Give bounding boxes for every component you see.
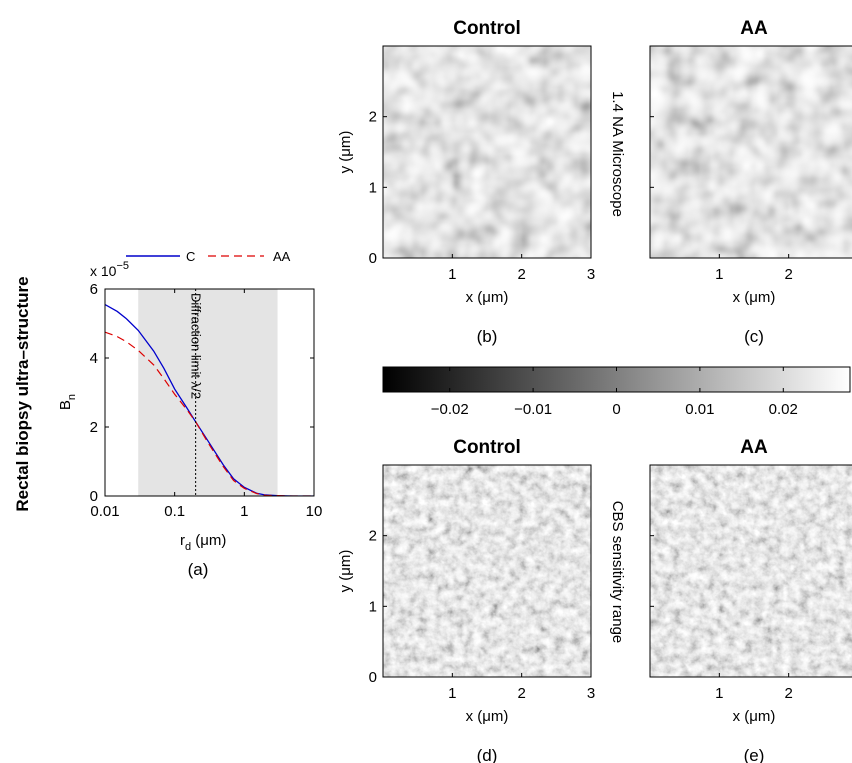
x-tick-label: 2 bbox=[517, 685, 525, 702]
x-tick-label: 1 bbox=[715, 685, 723, 702]
x-tick-label: 3 bbox=[587, 266, 595, 283]
shaded-region bbox=[138, 289, 278, 496]
image-panel-b: Control 1 2 3 0 1 2 x (μm) y (μm) (b) bbox=[337, 18, 595, 346]
y-tick-label: 2 bbox=[90, 419, 98, 436]
axes-box bbox=[104, 288, 315, 497]
image-b bbox=[383, 46, 591, 258]
y-tick-label: 1 bbox=[369, 598, 377, 615]
x-axis-label: rd (μm) bbox=[180, 532, 226, 553]
mid-label-top: 1.4 NA Microscope bbox=[609, 91, 626, 217]
x-tick-label: 3 bbox=[587, 685, 595, 702]
image-panel-c: AA123x (μm)(c) bbox=[649, 18, 852, 346]
caption-b: (b) bbox=[477, 327, 498, 346]
panel-a-caption: (a) bbox=[188, 560, 209, 579]
x-tick-label: 1 bbox=[715, 266, 723, 283]
x-label-sub: d bbox=[185, 541, 191, 553]
colorbar-tick-label: −0.02 bbox=[431, 401, 469, 418]
y-tick-label: 1 bbox=[369, 179, 377, 196]
x-axis-label-b: x (μm) bbox=[466, 289, 509, 306]
x-label-main: r bbox=[180, 532, 185, 549]
panel-a-chart: Diffraction limit λ/2 0.01 0.1 1 10 0 2 4 6 x 1… bbox=[57, 249, 322, 579]
panel-title-d: Control bbox=[453, 437, 521, 458]
legend: C AA bbox=[126, 249, 291, 264]
colorbar-gradient bbox=[382, 366, 851, 393]
x-axis-label-e: x (μm) bbox=[733, 708, 776, 725]
y-multiplier-power: −5 bbox=[116, 260, 129, 272]
y-multiplier-base: x 10 bbox=[90, 263, 117, 279]
panel-title-e: AA bbox=[740, 437, 768, 458]
series-line-aa bbox=[105, 331, 314, 496]
x-axis-label-c: x (μm) bbox=[733, 289, 776, 306]
image-frame-c bbox=[649, 45, 852, 259]
diffraction-limit-label: Diffraction limit λ/2 bbox=[189, 293, 204, 399]
image-c bbox=[650, 46, 852, 258]
x-tick-label: 1 bbox=[240, 503, 248, 520]
image-frame-b bbox=[382, 45, 592, 259]
panel-title-c: AA bbox=[740, 18, 768, 39]
colorbar-tick-label: 0.01 bbox=[685, 401, 714, 418]
x-label-unit: (μm) bbox=[191, 532, 226, 549]
colorbar-tick-label: 0 bbox=[612, 401, 620, 418]
x-tick-label: 2 bbox=[784, 685, 792, 702]
y-label-main: B bbox=[57, 400, 74, 410]
image-frame-d bbox=[382, 464, 592, 678]
y-tick-label: 0 bbox=[90, 488, 98, 505]
x-tick-label: 2 bbox=[517, 266, 525, 283]
caption-d: (d) bbox=[477, 746, 498, 763]
y-tick-label: 0 bbox=[369, 250, 377, 267]
y-multiplier: x 10−5 bbox=[90, 260, 129, 279]
image-e bbox=[650, 465, 852, 677]
row-label: Rectal biopsy ultra–structure bbox=[13, 276, 32, 511]
panel-title-b: Control bbox=[453, 18, 521, 39]
legend-label-aa: AA bbox=[273, 249, 291, 264]
x-tick-label: 1 bbox=[448, 266, 456, 283]
y-tick-label: 0 bbox=[369, 669, 377, 686]
y-axis-label-d: y (μm) bbox=[337, 550, 354, 593]
image-panels: Control 1 2 3 0 1 2 x (μm) y (μm) (b) AA 1 2 3 x (μm) (… bbox=[337, 18, 852, 763]
image-panel-d: Control 1 2 3 0 1 2 x (μm) y (μm) (d) bbox=[337, 437, 595, 763]
colorbar: −0.02 −0.01 0 0.01 0.02 bbox=[382, 366, 851, 418]
caption-c: (c) bbox=[744, 327, 764, 346]
image-panel-e: AA123x (μm)(e) bbox=[649, 437, 852, 763]
x-tick-label: 10 bbox=[306, 503, 323, 520]
y-tick-label: 2 bbox=[369, 109, 377, 126]
y-axis-label: Bn bbox=[57, 394, 78, 410]
image-d bbox=[383, 465, 591, 677]
x-tick-label: 0.1 bbox=[164, 503, 185, 520]
mid-label-bottom: CBS sensitivity range bbox=[609, 501, 626, 644]
x-tick-label: 1 bbox=[448, 685, 456, 702]
image-frame-e bbox=[649, 464, 852, 678]
colorbar-tick-label: 0.02 bbox=[769, 401, 798, 418]
y-label-sub: n bbox=[66, 394, 78, 400]
y-tick-label: 2 bbox=[369, 528, 377, 545]
x-tick-label: 2 bbox=[784, 266, 792, 283]
colorbar-tick-label: −0.01 bbox=[514, 401, 552, 418]
x-axis-label-d: x (μm) bbox=[466, 708, 509, 725]
y-tick-label: 4 bbox=[90, 350, 98, 367]
y-tick-label: 6 bbox=[90, 281, 98, 298]
legend-label-c: C bbox=[186, 249, 195, 264]
caption-e: (e) bbox=[744, 746, 765, 763]
y-axis-label-b: y (μm) bbox=[337, 131, 354, 174]
x-tick-label: 0.01 bbox=[90, 503, 119, 520]
